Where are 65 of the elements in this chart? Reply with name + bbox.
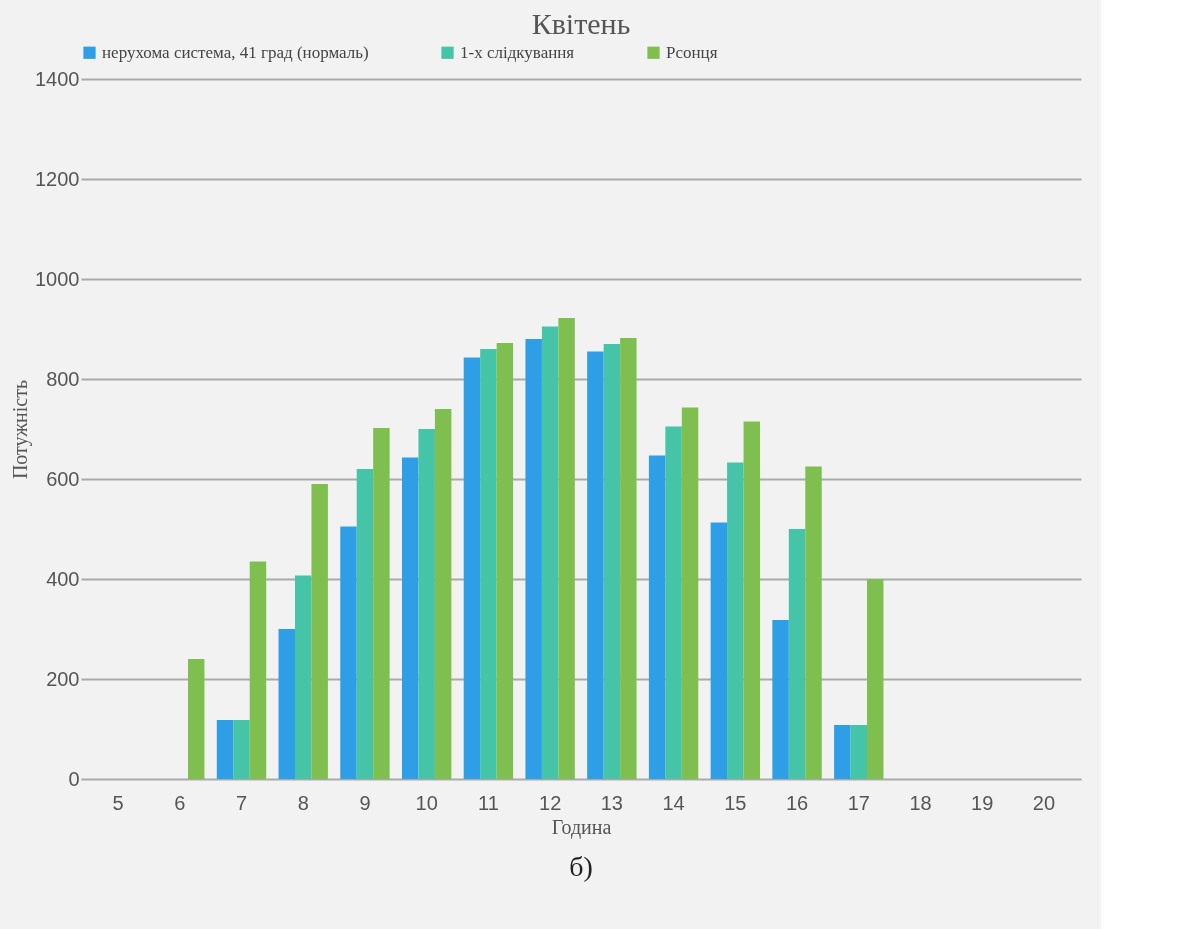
bar bbox=[401, 457, 419, 779]
text: б) bbox=[569, 851, 593, 882]
bar bbox=[294, 575, 312, 779]
bar bbox=[311, 484, 328, 779]
x-tick-label: 11 bbox=[478, 791, 499, 814]
bar bbox=[772, 620, 789, 779]
y-tick-label: 1400 bbox=[35, 67, 80, 90]
bar bbox=[850, 725, 868, 779]
x-tick-label: 5 bbox=[112, 791, 124, 814]
x-tick-label: 17 bbox=[847, 791, 870, 814]
bar bbox=[805, 466, 822, 779]
bar bbox=[496, 343, 514, 779]
bar bbox=[340, 526, 357, 779]
x-axis-title: Година bbox=[551, 815, 612, 839]
legend-label: 1-х слідкування bbox=[460, 42, 575, 62]
x-tick-label: 9 bbox=[359, 791, 371, 814]
y-tick-label: 1200 bbox=[35, 167, 80, 190]
y-tick-label: 400 bbox=[46, 567, 80, 590]
bar bbox=[834, 725, 851, 779]
bar bbox=[788, 529, 806, 779]
bar bbox=[603, 344, 621, 779]
x-tick-label: 7 bbox=[235, 791, 248, 814]
y-tick-label: 600 bbox=[46, 467, 80, 490]
x-tick-label: 8 bbox=[297, 791, 309, 814]
legend-label: нерухома система, 41 град (нормаль) bbox=[102, 42, 369, 62]
y-axis-title: Потужність bbox=[9, 379, 33, 480]
x-tick-label: 12 bbox=[539, 791, 562, 814]
x-tick-label: 10 bbox=[415, 791, 438, 814]
bar bbox=[743, 421, 761, 779]
bar bbox=[558, 318, 575, 779]
bar bbox=[249, 561, 267, 779]
bar bbox=[648, 455, 666, 779]
bar bbox=[681, 407, 699, 779]
bar bbox=[233, 720, 250, 779]
y-tick-label: 1000 bbox=[35, 267, 80, 290]
bar bbox=[216, 720, 234, 779]
bar bbox=[480, 349, 497, 779]
bar bbox=[710, 522, 728, 779]
legend-label: Pсонця bbox=[666, 42, 718, 62]
y-tick-label: 200 bbox=[46, 667, 80, 690]
x-tick-label: 15 bbox=[724, 791, 747, 814]
x-tick-label: 13 bbox=[600, 791, 623, 814]
bar bbox=[188, 659, 205, 779]
bar bbox=[587, 351, 604, 779]
bar bbox=[867, 579, 884, 779]
bar bbox=[463, 357, 481, 779]
bar bbox=[373, 428, 390, 779]
bar bbox=[541, 326, 559, 779]
bar bbox=[434, 409, 452, 779]
bar bbox=[278, 629, 295, 779]
bar bbox=[418, 429, 435, 779]
x-tick-label: 16 bbox=[785, 791, 809, 814]
x-tick-label: 20 bbox=[1032, 791, 1056, 814]
chart-title: Квітень bbox=[531, 7, 631, 40]
y-tick-label: 0 bbox=[68, 767, 80, 790]
bar bbox=[620, 338, 637, 779]
x-tick-label: 18 bbox=[909, 791, 932, 814]
bar bbox=[727, 462, 744, 779]
x-tick-label: 14 bbox=[662, 791, 685, 814]
bar bbox=[525, 339, 542, 779]
bar bbox=[665, 426, 682, 779]
y-tick-label: 800 bbox=[46, 367, 80, 390]
bar bbox=[356, 469, 374, 779]
x-tick-label: 6 bbox=[174, 791, 186, 814]
x-tick-label: 19 bbox=[971, 791, 994, 814]
